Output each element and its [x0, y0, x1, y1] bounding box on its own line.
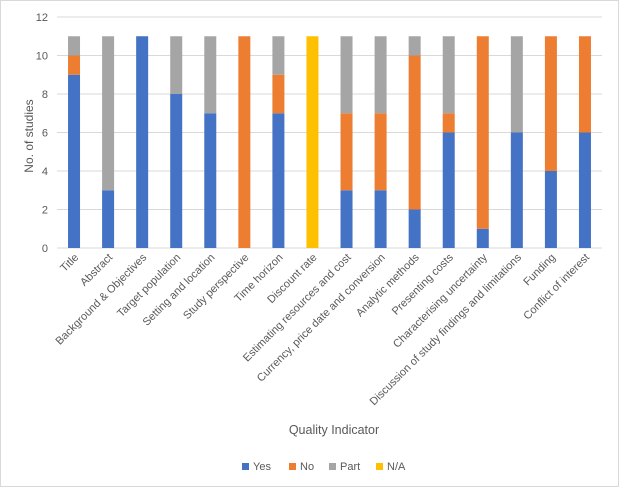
legend-swatch	[289, 463, 296, 470]
x-tick-label: Title	[58, 252, 81, 275]
bar-segment-no	[578, 36, 591, 133]
bar-segment-yes	[476, 228, 489, 248]
x-axis-label: Quality Indicator	[289, 423, 379, 437]
bar-segment-yes	[510, 132, 523, 248]
y-tick-label: 2	[42, 205, 48, 217]
legend-swatch	[329, 463, 336, 470]
x-tick-label: Currency, price date and conversion	[255, 252, 388, 385]
bar-segment-no	[374, 113, 387, 191]
bar-segment-yes	[102, 190, 115, 248]
bar-segment-no	[442, 113, 455, 133]
bar-segment-yes	[578, 132, 591, 248]
bar-segment-yes	[408, 209, 421, 248]
bar-segment-n-a	[306, 36, 319, 248]
legend: Yes No Part N/A	[242, 461, 406, 473]
bars	[68, 36, 591, 248]
x-tick-label: Target population	[115, 252, 183, 320]
bar-segment-no	[340, 113, 353, 191]
y-tick-label: 12	[36, 12, 48, 24]
bar-segment-yes	[442, 132, 455, 248]
y-tick-label: 10	[36, 51, 48, 63]
bar-segment-part	[204, 36, 217, 114]
bar-segment-no	[272, 74, 285, 114]
bar-segment-yes	[136, 36, 149, 248]
bar-segment-part	[374, 36, 387, 114]
bar-segment-no	[408, 55, 421, 210]
legend-label: N/A	[387, 461, 406, 473]
bar-segment-no	[544, 36, 557, 171]
legend-label: No	[300, 461, 314, 473]
bar-segment-yes	[170, 94, 183, 248]
y-axis-label: No. of studies	[22, 99, 36, 172]
bar-segment-no	[68, 55, 81, 75]
y-tick-label: 6	[42, 128, 48, 140]
x-tick-label: Analytic methods	[354, 251, 422, 319]
y-tick-labels: 0 2 4 6 8 10 12	[36, 12, 48, 255]
y-tick-label: 0	[42, 243, 48, 255]
legend-swatch	[376, 463, 383, 470]
y-tick-label: 4	[42, 166, 48, 178]
bar-segment-no	[476, 36, 489, 229]
bar-segment-part	[510, 36, 523, 133]
bar-segment-part	[170, 36, 183, 94]
x-tick-label: Presenting costs	[390, 251, 456, 317]
bar-segment-part	[68, 36, 81, 56]
bar-segment-yes	[204, 113, 217, 248]
bar-segment-no	[238, 36, 251, 248]
bar-segment-part	[340, 36, 353, 114]
legend-label: Yes	[253, 461, 271, 473]
bar-segment-part	[408, 36, 421, 56]
bar-segment-part	[102, 36, 115, 191]
bar-segment-yes	[68, 74, 81, 248]
legend-label: Part	[340, 461, 360, 473]
bar-segment-yes	[340, 190, 353, 248]
bar-segment-yes	[544, 171, 557, 248]
legend-swatch	[242, 463, 249, 470]
bar-segment-yes	[374, 190, 387, 248]
bar-segment-part	[272, 36, 285, 75]
x-tick-label: Conflict of interest	[521, 252, 592, 323]
y-tick-label: 8	[42, 89, 48, 101]
bar-segment-yes	[272, 113, 285, 248]
bar-segment-part	[442, 36, 455, 114]
